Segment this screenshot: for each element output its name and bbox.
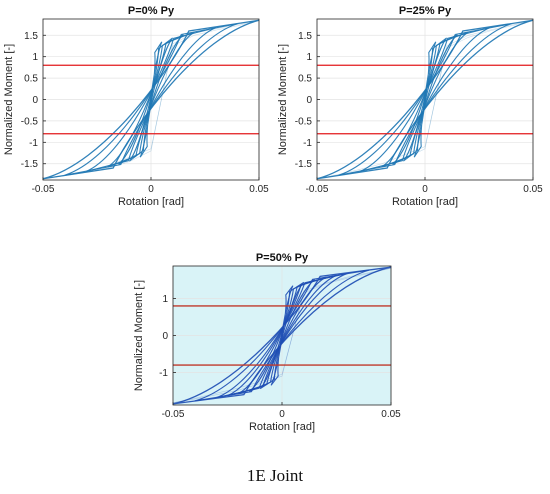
x-tick-label: -0.05 bbox=[32, 184, 55, 195]
hysteresis-loop bbox=[248, 279, 316, 392]
y-tick-label: -0.5 bbox=[295, 116, 313, 127]
x-tick-label: 0.05 bbox=[249, 184, 269, 195]
chart-title: P=25% Py bbox=[399, 5, 452, 17]
y-tick-label: 0 bbox=[32, 95, 38, 106]
plot-group bbox=[316, 19, 534, 180]
x-tick-label: 0 bbox=[422, 184, 428, 195]
series-line bbox=[316, 19, 534, 180]
series-line bbox=[172, 267, 392, 404]
y-tick-label: 0.5 bbox=[298, 74, 312, 85]
x-axis-label: Rotation [rad] bbox=[249, 421, 315, 433]
y-tick-label: 0 bbox=[162, 331, 168, 342]
y-tick-label: 1 bbox=[306, 52, 312, 63]
y-axis-label: Normalized Moment [-] bbox=[133, 280, 145, 391]
chart-title: P=0% Py bbox=[128, 5, 175, 17]
x-tick-label: -0.05 bbox=[162, 409, 185, 420]
y-tick-label: -1 bbox=[159, 368, 168, 379]
y-axis-label: Normalized Moment [-] bbox=[3, 44, 15, 155]
series-line bbox=[316, 19, 534, 180]
hysteresis-loop bbox=[413, 41, 437, 158]
hysteresis-loop bbox=[118, 34, 184, 165]
hysteresis-loop bbox=[139, 41, 163, 158]
y-tick-label: -1 bbox=[303, 138, 312, 149]
x-axis-label: Rotation [rad] bbox=[118, 196, 184, 208]
y-axis-label: Normalized Moment [-] bbox=[277, 44, 289, 155]
chart-title: P=50% Py bbox=[256, 252, 309, 264]
x-tick-label: 0 bbox=[148, 184, 154, 195]
x-axis-label: Rotation [rad] bbox=[392, 196, 458, 208]
series-line bbox=[42, 19, 260, 180]
x-tick-label: -0.05 bbox=[306, 184, 329, 195]
hysteresis-loop bbox=[270, 285, 294, 386]
x-tick-label: 0 bbox=[279, 409, 285, 420]
y-tick-label: -1 bbox=[29, 138, 38, 149]
series-line bbox=[42, 19, 260, 180]
y-tick-label: -0.5 bbox=[21, 116, 39, 127]
y-tick-label: 0 bbox=[306, 95, 312, 106]
x-tick-label: 0.05 bbox=[381, 409, 401, 420]
y-tick-label: 1 bbox=[32, 52, 38, 63]
y-tick-label: -1.5 bbox=[295, 159, 313, 170]
x-tick-label: 0.05 bbox=[523, 184, 543, 195]
y-tick-label: 1.5 bbox=[298, 31, 312, 42]
y-tick-label: -1.5 bbox=[21, 159, 39, 170]
y-tick-label: 1 bbox=[162, 294, 168, 305]
y-tick-label: 0.5 bbox=[24, 74, 38, 85]
series-line bbox=[172, 267, 392, 404]
figure-caption: 1E Joint bbox=[246, 466, 304, 485]
y-tick-label: 1.5 bbox=[24, 31, 38, 42]
hysteresis-loop bbox=[392, 34, 458, 165]
